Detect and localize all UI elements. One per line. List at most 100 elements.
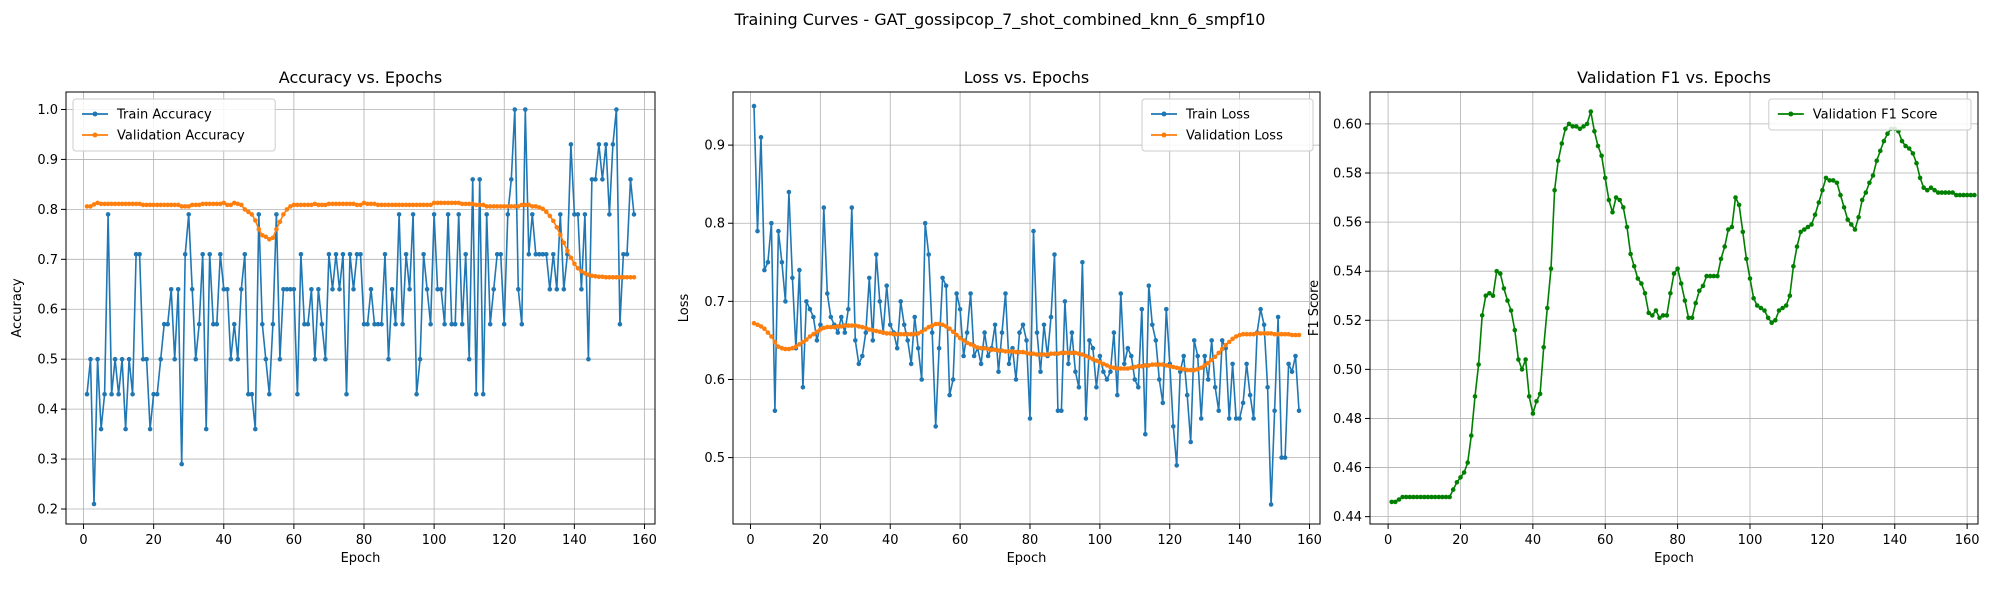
accuracy-chart-title: Accuracy vs. Epochs [279, 68, 442, 87]
loss-series-0-point [898, 299, 903, 304]
loss-series-0-point [887, 322, 893, 328]
loss-series-0-point [800, 385, 806, 390]
accuracy-series-1-point [593, 274, 598, 279]
accuracy-series-0-point [175, 287, 181, 292]
loss-series-0-point [1017, 330, 1022, 335]
loss-series-0-point [1118, 291, 1124, 296]
loss-series-0-point [933, 424, 938, 429]
f1-series-0-point [1505, 298, 1510, 303]
loss-series-1-point [884, 331, 889, 336]
loss-series-0-point [1080, 260, 1085, 265]
f1-series-0-point [1845, 217, 1850, 222]
accuracy-series-1-point [561, 240, 567, 246]
f1-series-0-point [1816, 200, 1822, 205]
accuracy-series-0-point [519, 321, 525, 327]
loss-series-0-point [1261, 322, 1267, 328]
f1-series-0-point [1555, 158, 1561, 163]
accuracy-series-1-point [473, 202, 479, 208]
accuracy-series-1-point [480, 202, 486, 208]
accuracy-series-0-point [428, 321, 433, 327]
f1-y-tick-label: 0.50 [1333, 363, 1362, 378]
f1-chart-title: Validation F1 vs. Epochs [1577, 68, 1771, 87]
f1-series-0-point [1740, 229, 1746, 235]
loss-series-1-point [1244, 331, 1249, 337]
accuracy-series-0-point [126, 356, 132, 362]
accuracy-series-1-point [414, 202, 419, 208]
accuracy-series-1-point [544, 209, 549, 215]
accuracy-series-0-point [456, 212, 462, 217]
f1-series-0-point [1476, 362, 1481, 367]
loss-series-1-point [1118, 366, 1124, 371]
f1-series-0-point [1823, 175, 1829, 181]
f1-series-0-point [1581, 124, 1586, 129]
accuracy-series-0-point [144, 356, 149, 362]
loss-series-0-line [753, 106, 1300, 506]
accuracy-series-0-point [119, 356, 125, 362]
accuracy-series-1-point [260, 233, 265, 238]
accuracy-series-0-point [530, 212, 535, 217]
accuracy-series-0-point [484, 212, 490, 217]
loss-series-1-point [842, 323, 848, 328]
f1-series-0-point [1494, 268, 1499, 274]
accuracy-series-0-point [186, 212, 191, 217]
loss-series-1-point [926, 324, 931, 330]
figure-title: Training Curves - GAT_gossipcop_7_shot_c… [734, 10, 1266, 29]
loss-series-0-point [842, 330, 848, 335]
accuracy-series-1-point [116, 201, 121, 207]
f1-series-0-point [1577, 126, 1583, 132]
accuracy-y-tick-label: 0.4 [37, 403, 58, 418]
f1-series-0-point [1646, 310, 1651, 316]
loss-series-1-point [1275, 331, 1281, 337]
loss-series-0-point [1006, 361, 1012, 367]
f1-series-0-point [1631, 264, 1637, 269]
f1-series-0-point [1588, 109, 1594, 114]
loss-series-1-point [1090, 356, 1096, 362]
accuracy-legend-swatch-marker [92, 111, 98, 117]
f1-series-0-point [1939, 190, 1945, 195]
f1-legend-box [1768, 98, 1972, 131]
loss-series-0-point [929, 330, 935, 335]
loss-series-0-point [1174, 463, 1179, 468]
f1-series-0-point [1758, 305, 1764, 311]
loss-x-tick-label: 120 [1157, 533, 1182, 548]
accuracy-series-1-point [442, 200, 447, 206]
loss-series-1-point [1104, 363, 1110, 368]
loss-legend-swatch-marker [1161, 132, 1167, 138]
loss-series-1-point [936, 321, 942, 327]
loss-series-1-point [828, 324, 834, 330]
f1-series-0-point [1921, 185, 1926, 190]
accuracy-series-0-point [316, 287, 321, 292]
loss-series-1-point [1233, 334, 1239, 339]
f1-series-0-point [1968, 192, 1974, 198]
accuracy-series-0-point [610, 142, 616, 147]
accuracy-series-1-point [323, 202, 328, 208]
f1-series-0-point [1957, 192, 1963, 198]
loss-series-1-point [786, 346, 792, 352]
accuracy-x-tick-label: 140 [562, 533, 587, 548]
loss-series-1-point [933, 321, 938, 327]
f1-series-0-point [1722, 244, 1727, 249]
f1-y-tick-label: 0.48 [1333, 412, 1362, 427]
accuracy-series-0-point [361, 321, 367, 327]
f1-x-axis-label: Epoch [1654, 551, 1694, 566]
accuracy-series-1-point [319, 202, 325, 208]
loss-series-1-point [978, 345, 984, 351]
loss-series-0-point [996, 369, 1001, 375]
accuracy-series-1-point [487, 204, 493, 209]
loss-series-0-point [1020, 322, 1026, 328]
loss-series-0-point [1289, 369, 1295, 375]
accuracy-series-0-point [544, 252, 549, 257]
loss-series-1-point [769, 334, 774, 339]
accuracy-series-0-point [487, 321, 493, 327]
loss-series-1-point [1073, 350, 1078, 356]
loss-series-0-point [1069, 330, 1075, 335]
accuracy-series-1-point [582, 271, 588, 276]
loss-series-1-point [940, 322, 945, 328]
accuracy-series-1-point [407, 202, 412, 208]
loss-series-1-point [947, 326, 952, 332]
f1-x-tick-label: 60 [1597, 533, 1614, 548]
accuracy-y-tick-label: 0.5 [37, 353, 58, 368]
f1-series-0-point [1461, 470, 1467, 475]
f1-series-0-point [1791, 264, 1796, 269]
accuracy-series-1-point [403, 202, 409, 208]
